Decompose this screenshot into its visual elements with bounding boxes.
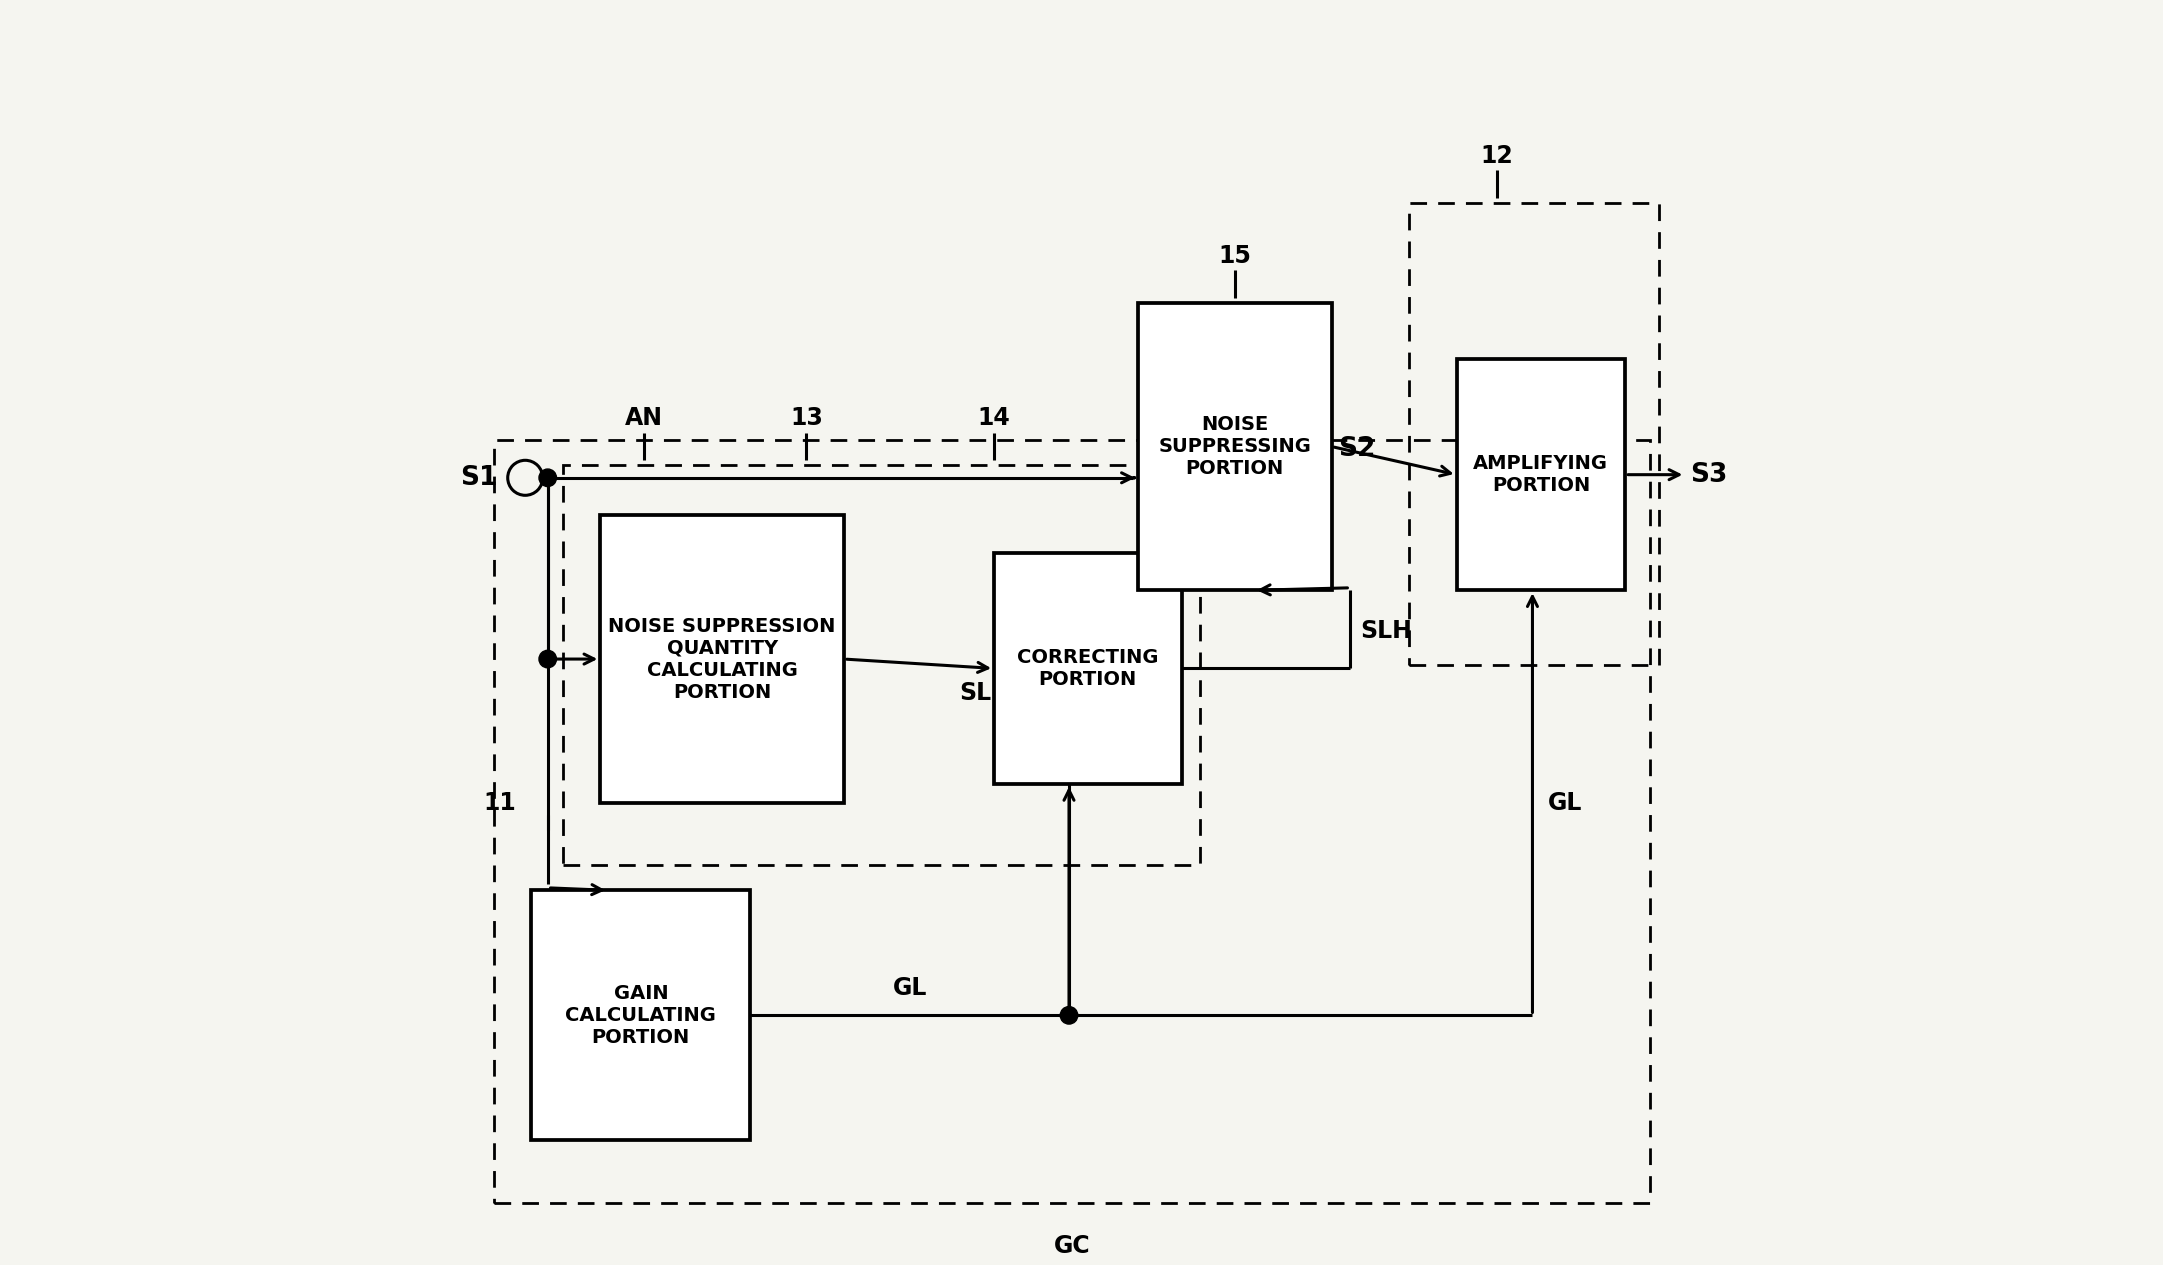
Text: 11: 11 <box>485 791 517 815</box>
Text: GC: GC <box>1053 1235 1090 1259</box>
FancyBboxPatch shape <box>599 515 844 803</box>
Text: AN: AN <box>625 406 664 430</box>
FancyBboxPatch shape <box>1138 302 1332 591</box>
Text: S1: S1 <box>461 464 497 491</box>
Text: 15: 15 <box>1218 244 1250 268</box>
Circle shape <box>1060 1007 1077 1025</box>
Text: AMPLIFYING
PORTION: AMPLIFYING PORTION <box>1473 454 1609 495</box>
Text: 14: 14 <box>978 406 1010 430</box>
FancyBboxPatch shape <box>995 553 1181 784</box>
Text: S2: S2 <box>1337 436 1376 462</box>
Text: GL: GL <box>893 977 926 1001</box>
Text: 12: 12 <box>1479 144 1512 168</box>
Text: GL: GL <box>1547 791 1581 815</box>
Text: CORRECTING
PORTION: CORRECTING PORTION <box>1017 648 1159 689</box>
Text: S3: S3 <box>1689 462 1728 488</box>
Text: NOISE
SUPPRESSING
PORTION: NOISE SUPPRESSING PORTION <box>1157 415 1311 478</box>
FancyBboxPatch shape <box>1456 359 1624 591</box>
Text: 13: 13 <box>789 406 822 430</box>
Text: NOISE SUPPRESSION
QUANTITY
CALCULATING
PORTION: NOISE SUPPRESSION QUANTITY CALCULATING P… <box>608 616 835 702</box>
Text: SL: SL <box>960 681 991 705</box>
FancyBboxPatch shape <box>532 891 751 1140</box>
Circle shape <box>539 650 556 668</box>
Text: GAIN
CALCULATING
PORTION: GAIN CALCULATING PORTION <box>565 984 716 1047</box>
Circle shape <box>539 469 556 487</box>
Text: SLH: SLH <box>1361 620 1412 644</box>
